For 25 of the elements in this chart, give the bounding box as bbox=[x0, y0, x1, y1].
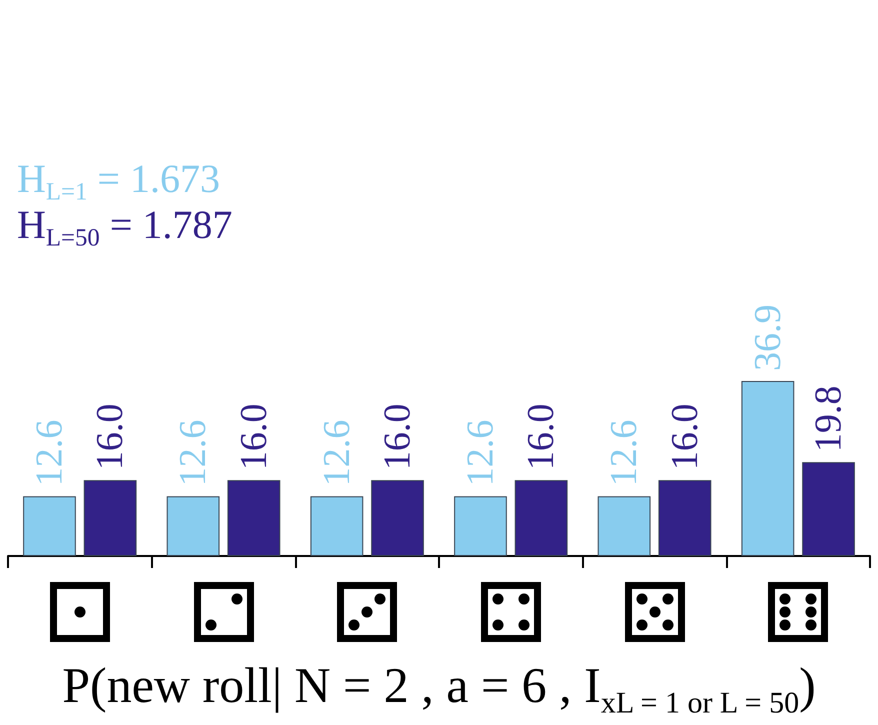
bar bbox=[84, 480, 137, 556]
bar bbox=[802, 462, 855, 556]
data-label: 12.6 bbox=[459, 420, 502, 486]
bar bbox=[227, 480, 280, 556]
data-label: 12.6 bbox=[28, 420, 70, 486]
bar bbox=[741, 381, 794, 556]
bar bbox=[310, 496, 364, 556]
bar bbox=[23, 496, 76, 556]
data-label: 16.0 bbox=[376, 404, 419, 470]
data-label: 16.0 bbox=[232, 404, 275, 470]
bar bbox=[371, 480, 424, 556]
data-label: 12.6 bbox=[172, 420, 214, 486]
data-label: 12.6 bbox=[316, 420, 358, 486]
bar bbox=[514, 480, 568, 556]
data-label: 12.6 bbox=[603, 420, 646, 486]
bar bbox=[658, 480, 712, 556]
bar bbox=[598, 496, 651, 556]
data-label: 36.9 bbox=[746, 304, 789, 371]
data-label: 16.0 bbox=[89, 404, 132, 470]
data-label: 19.8 bbox=[808, 386, 850, 452]
data-label: 16.0 bbox=[664, 404, 706, 470]
x-axis-title: P(new roll| N = 2 , a = 6 , I$_{xL = 1 or L = 50}$) bbox=[61, 656, 817, 720]
bar bbox=[454, 496, 507, 556]
data-label: 16.0 bbox=[520, 404, 562, 470]
bar bbox=[166, 496, 220, 556]
